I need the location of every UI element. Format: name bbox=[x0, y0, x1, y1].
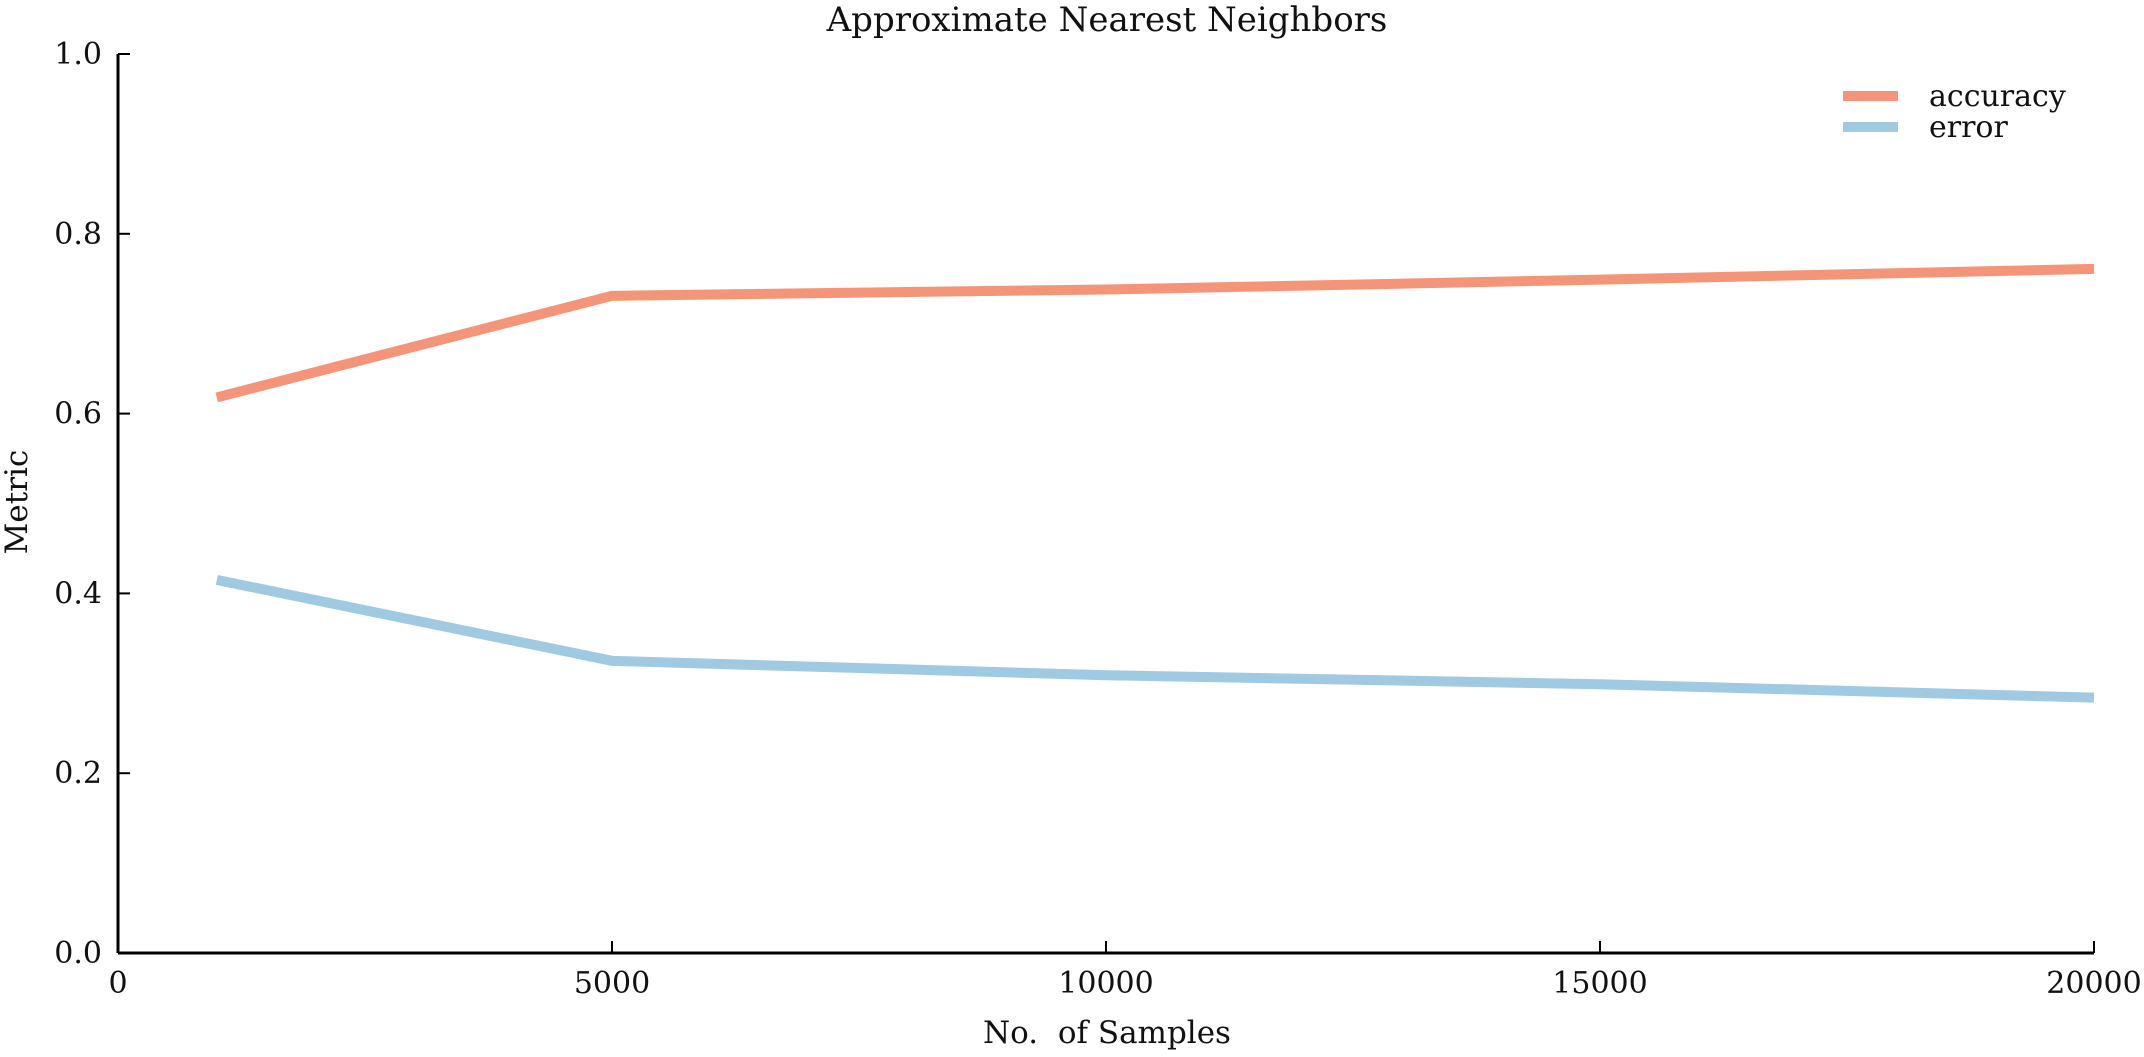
y-tick-label: 0.0 bbox=[54, 936, 102, 971]
chart-title: Approximate Nearest Neighbors bbox=[826, 0, 1388, 40]
series-line-error bbox=[215, 575, 2095, 703]
series-lines bbox=[215, 263, 2095, 703]
y-tick-label: 0.2 bbox=[54, 756, 102, 791]
series-line-accuracy bbox=[215, 263, 2095, 403]
x-tick-label: 20000 bbox=[2046, 966, 2141, 1001]
x-axis-label: No. of Samples bbox=[983, 1015, 1231, 1051]
axes bbox=[116, 54, 2094, 955]
y-tick-label: 0.6 bbox=[54, 397, 102, 432]
legend-label-accuracy: accuracy bbox=[1929, 79, 2066, 114]
y-tick-label: 0.4 bbox=[54, 576, 102, 611]
y-tick-label: 0.8 bbox=[54, 217, 102, 252]
y-tick-label: 1.0 bbox=[54, 37, 102, 72]
x-tick-label: 15000 bbox=[1552, 966, 1647, 1001]
x-tick-label: 5000 bbox=[574, 966, 650, 1001]
x-tick-label: 0 bbox=[108, 966, 127, 1001]
x-tick-label: 10000 bbox=[1058, 966, 1153, 1001]
y-axis-label: Metric bbox=[0, 450, 35, 555]
ticks: 0 5000 10000 15000 20000 0.0 0.2 0.4 0.6 0.8 1.0 bbox=[54, 37, 2141, 1001]
legend-label-error: error bbox=[1929, 110, 2008, 145]
